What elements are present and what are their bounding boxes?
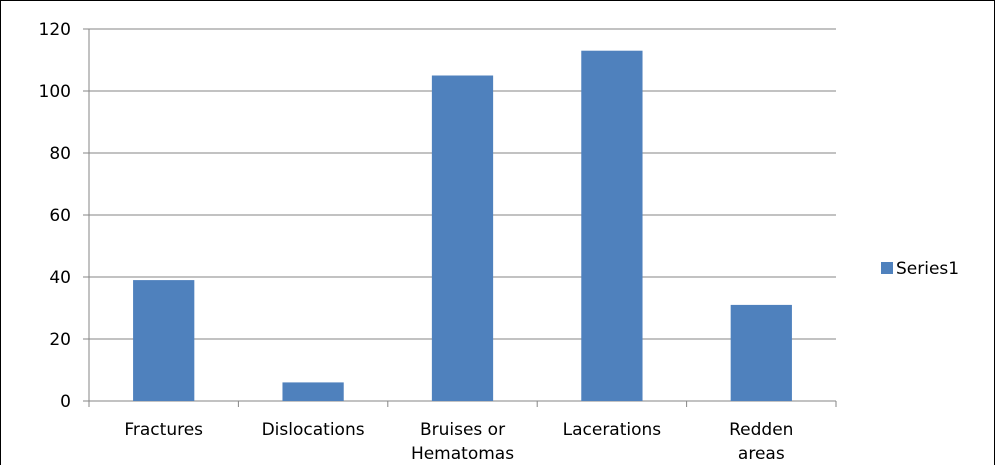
x-category-label: Dislocations [262, 420, 365, 440]
bar [730, 304, 792, 401]
x-category-labels: Fractures Dislocations Bruises or Hematomas… [124, 420, 793, 464]
bar [282, 382, 344, 401]
y-tick-label: 120 [39, 20, 71, 40]
x-category-label: Redden areas [729, 420, 793, 464]
y-tick-label: 0 [60, 392, 71, 412]
legend-swatch [881, 262, 893, 274]
y-tick-label: 20 [49, 330, 71, 350]
x-category-label: Bruises or Hematomas [411, 420, 514, 464]
bar [581, 50, 643, 401]
x-category-label: Fractures [124, 420, 203, 440]
y-tick-label: 60 [49, 206, 71, 226]
x-category-label: Lacerations [563, 420, 662, 440]
bar [133, 280, 195, 401]
bar [431, 75, 494, 401]
y-tick-labels: 0 20 40 60 80 100 120 [39, 20, 71, 412]
y-tick-label: 40 [49, 268, 71, 288]
y-tick-label: 80 [49, 144, 71, 164]
y-tick-label: 100 [39, 82, 71, 102]
legend: Series1 [881, 259, 959, 279]
legend-label: Series1 [896, 259, 959, 279]
bars [133, 50, 792, 401]
